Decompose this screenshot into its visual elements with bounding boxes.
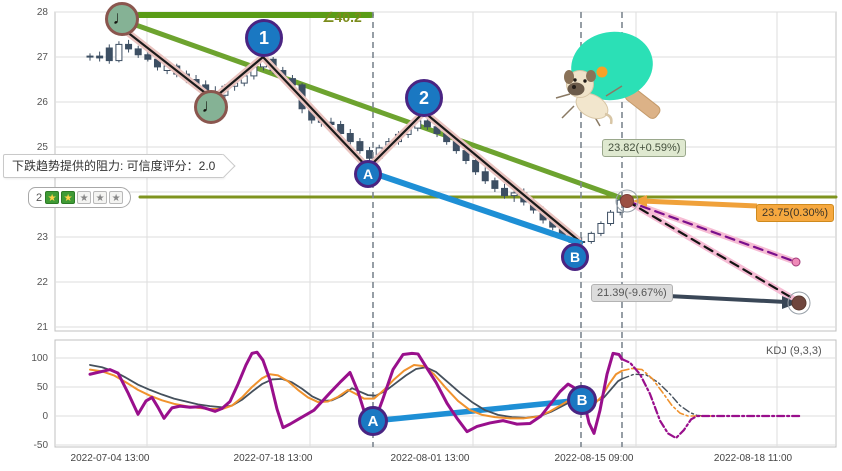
y-tick-main: 28 — [37, 7, 49, 18]
down-trendline[interactable] — [130, 21, 630, 203]
point-a-marker[interactable]: A — [354, 160, 382, 188]
candle — [356, 141, 364, 152]
note-icon: ♩ — [112, 8, 132, 29]
rating-icons: ★ ★ ★ ★ ★ — [45, 191, 124, 204]
ab-trendline-main[interactable] — [367, 169, 583, 246]
note-icon: ♩ — [201, 96, 221, 117]
confidence-rating-widget[interactable]: 2 ★ ★ ★ ★ ★ — [28, 187, 132, 208]
kdj-d-forecast — [621, 367, 713, 417]
candle — [105, 47, 113, 62]
current-point-ring — [615, 189, 639, 213]
candle — [597, 223, 605, 234]
orange-arrow-shaft — [641, 198, 758, 209]
target-arrow-shaft — [667, 294, 787, 304]
x-tick-label: 2022-07-04 13:00 — [71, 453, 150, 464]
current-price-label: 23.82(+0.59%) — [602, 139, 687, 157]
point-b-marker-kdj[interactable]: B — [567, 385, 597, 415]
candle — [607, 211, 615, 224]
resistance-price-label: 23.75(0.30%) — [756, 204, 835, 222]
y-tick-main: 21 — [37, 322, 49, 333]
candle — [491, 180, 499, 189]
ray-end-dot[interactable] — [791, 257, 801, 267]
y-tick-main: 22 — [37, 277, 49, 288]
candle — [144, 54, 152, 60]
kdj-panel — [54, 339, 837, 448]
projection-ray-up-dash — [625, 199, 798, 264]
dog-icon — [555, 70, 623, 127]
kdj-k-line — [89, 364, 623, 419]
y-tick-main: 25 — [37, 142, 49, 153]
x-tick-label: 2022-08-18 11:00 — [714, 453, 793, 464]
candle — [96, 55, 104, 59]
candle — [587, 232, 595, 242]
target-price-label: 21.39(-9.67%) — [591, 284, 673, 302]
target-arrowhead-icon — [782, 296, 798, 309]
rating-icon-empty: ★ — [77, 191, 92, 204]
x-tick-label: 2022-08-15 09:00 — [555, 453, 634, 464]
candle — [346, 133, 354, 143]
candle — [481, 171, 489, 182]
candle — [86, 55, 94, 58]
current-point-dot[interactable] — [620, 194, 634, 208]
y-tick-kdj: 100 — [31, 353, 48, 364]
rating-icon-filled: ★ — [61, 191, 76, 204]
target-point-ring — [787, 291, 811, 315]
wave-1-marker[interactable]: 1 — [245, 19, 283, 57]
pivot-note-marker-low[interactable]: ♩ — [194, 90, 228, 124]
target-point-dot[interactable] — [791, 295, 807, 311]
y-tick-kdj: 0 — [42, 411, 48, 422]
trendline-angle-label: ∠40.2 — [322, 9, 362, 25]
kdj-j-forecast — [620, 358, 802, 440]
kdj-indicator-title: KDJ (9,3,3) — [766, 345, 822, 357]
rating-score: 2 — [36, 191, 43, 204]
candle — [366, 150, 374, 159]
y-tick-kdj: -50 — [34, 440, 49, 451]
wave-2-marker[interactable]: 2 — [405, 79, 443, 117]
rating-icon-filled: ★ — [45, 191, 60, 204]
y-tick-main: 23 — [37, 232, 49, 243]
pivot-note-marker-high[interactable]: ♩ — [105, 2, 139, 36]
ball-icon — [596, 66, 608, 78]
rating-icon-empty: ★ — [109, 191, 124, 204]
candle — [134, 48, 142, 56]
candle — [501, 187, 509, 197]
projection-ray-down-dash — [625, 199, 801, 304]
kdj-j-line — [88, 350, 624, 435]
x-tick-label: 2022-07-18 13:00 — [234, 453, 313, 464]
point-b-marker[interactable]: B — [561, 243, 589, 271]
rating-icon-empty: ★ — [93, 191, 108, 204]
candle — [510, 192, 518, 197]
point-a-marker-kdj[interactable]: A — [358, 406, 388, 436]
candle — [472, 160, 480, 173]
candle — [337, 124, 345, 134]
y-tick-main: 26 — [37, 97, 49, 108]
y-tick-kdj: 50 — [37, 382, 49, 393]
dog-paddle-sticker — [555, 31, 661, 127]
orange-arrowhead-icon — [633, 195, 647, 207]
candle — [125, 43, 133, 50]
ab-trendline-kdj[interactable] — [370, 397, 585, 424]
candle — [423, 120, 431, 128]
candle — [115, 43, 123, 62]
kdj-k-forecast — [621, 373, 707, 417]
y-tick-main: 27 — [37, 52, 49, 63]
x-tick-label: 2022-08-01 13:00 — [391, 453, 470, 464]
zigzag-wave-line[interactable] — [120, 26, 580, 242]
resistance-tooltip: 下跌趋势提供的阻力: 可信度评分：2.0 — [3, 153, 236, 179]
